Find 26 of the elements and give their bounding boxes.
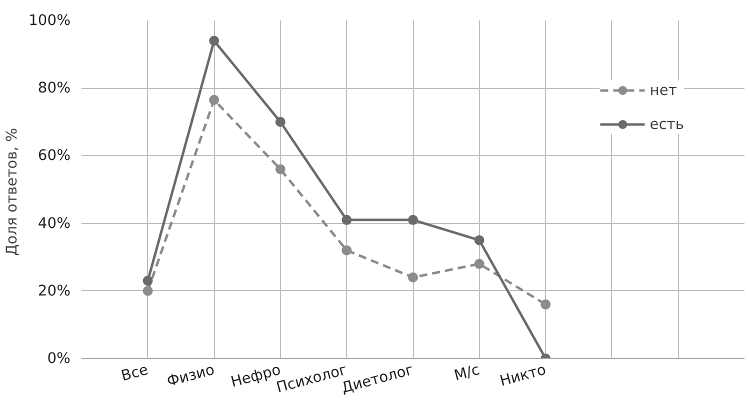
point [342,214,352,225]
point [209,94,220,105]
point [540,299,551,310]
point [142,286,153,296]
x-tick-label: Никто [498,361,548,390]
y-tick-label: 100% [28,12,71,29]
legend-label: есть [650,116,684,132]
point [275,164,286,174]
x-tick-label: М/с [452,361,482,384]
x-tick-label: Все [119,361,150,385]
point [275,116,286,127]
point [342,245,352,256]
y-tick-label: 60% [38,147,71,164]
point [408,214,418,225]
y-tick-label: 80% [38,80,71,97]
point [474,235,484,246]
y-tick-label: 0% [47,350,71,367]
point [142,276,153,286]
x-tick-label: Физио [165,361,216,390]
point [408,272,418,282]
y-axis-title: Доля ответов, % [4,128,21,256]
y-tick-label: 20% [38,282,71,300]
point [209,36,220,46]
legend-label: нет [650,82,677,98]
y-tick-label: 40% [38,214,71,232]
point [474,258,484,269]
